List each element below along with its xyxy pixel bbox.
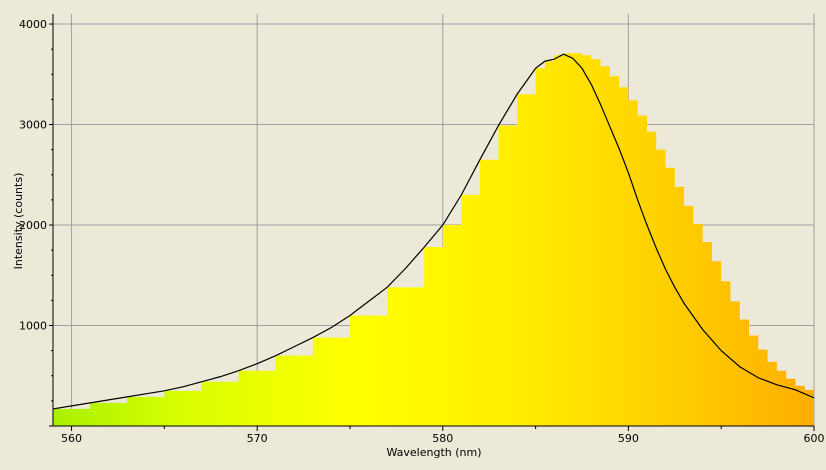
y-tick-label: 4000: [19, 18, 47, 31]
spectrum-fill-area: [53, 53, 814, 426]
x-axis-label: Wavelength (nm): [386, 446, 481, 459]
y-tick-label: 1000: [19, 320, 47, 333]
axes: 1000 2000 3000 4000 560 570 580 590 600: [19, 14, 825, 445]
x-tick-label: 570: [247, 432, 268, 445]
x-tick-label: 560: [61, 432, 82, 445]
x-tick-label: 580: [432, 432, 453, 445]
x-tick-label: 590: [618, 432, 639, 445]
line-layer: [52, 53, 815, 410]
y-tick-label: 2000: [19, 219, 47, 232]
x-tick-label: 600: [804, 432, 825, 445]
intensity-line: [52, 53, 815, 410]
y-tick-label: 3000: [19, 119, 47, 132]
y-axis-label: Intensity (counts): [12, 173, 25, 270]
area-layer: [53, 53, 814, 426]
